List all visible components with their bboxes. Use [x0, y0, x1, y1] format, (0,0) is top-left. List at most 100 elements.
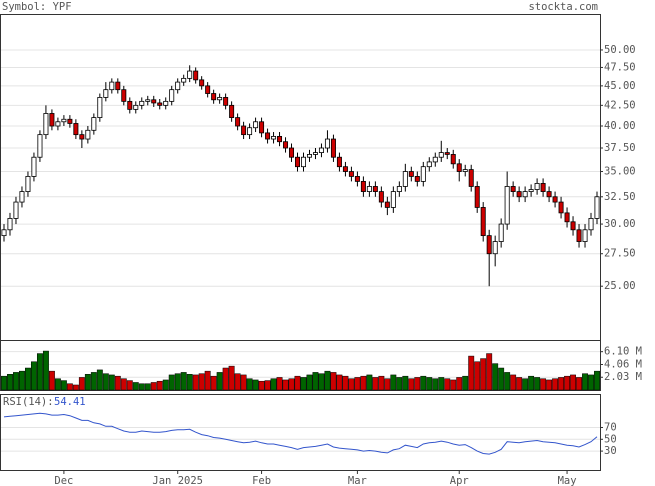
volume-bar: [72, 384, 79, 391]
candle-body: [25, 176, 31, 192]
candle-body: [121, 89, 127, 102]
volume-bar: [444, 378, 451, 391]
candle-body: [13, 201, 19, 219]
candle-body: [444, 152, 450, 155]
source: stockta.com: [528, 1, 598, 13]
candle-body: [187, 70, 193, 79]
volume-bar: [270, 378, 277, 391]
volume-bar: [546, 379, 553, 391]
candle-body: [175, 81, 181, 91]
volume-bar: [438, 377, 445, 391]
volume-bar: [426, 377, 433, 391]
candle-body: [528, 189, 534, 192]
candle-body: [199, 79, 205, 87]
volume-bar: [540, 378, 547, 391]
volume-bar: [486, 353, 493, 391]
volume-bar: [210, 375, 217, 391]
volume-bar: [348, 378, 355, 391]
volume-bar: [318, 373, 325, 391]
candle-body: [163, 100, 169, 106]
candle-body: [384, 201, 390, 208]
volume-bar: [474, 361, 481, 391]
volume-bar: [132, 382, 139, 391]
candle-body: [283, 141, 289, 149]
y-tick-label: 4.06 M: [604, 358, 642, 370]
y-tick-label: 45.00: [604, 80, 636, 92]
candle-body: [462, 169, 468, 172]
candle-body: [37, 134, 43, 158]
candle-body: [438, 152, 444, 158]
volume-bar: [324, 370, 331, 391]
volume-bar: [414, 377, 421, 391]
x-tick-label: Dec: [54, 475, 73, 486]
volume-bar: [360, 375, 367, 391]
chart-title: Symbol: YPF: [2, 1, 72, 13]
volume-bar: [288, 378, 295, 391]
rsi-panel: [0, 394, 601, 471]
x-tick-label: Feb: [252, 475, 271, 486]
volume-bar: [336, 374, 343, 391]
volume-bar: [48, 370, 55, 391]
volume-bar: [25, 367, 31, 391]
candle-body: [169, 89, 175, 102]
candle-body: [402, 171, 408, 187]
candle-body: [91, 117, 97, 131]
volume-bar: [378, 375, 385, 391]
volume-bar: [84, 374, 91, 391]
candle-body: [414, 176, 420, 182]
volume-bar: [198, 373, 205, 391]
candle-body: [157, 102, 163, 106]
candle-body: [295, 156, 301, 168]
volume-bar: [216, 372, 223, 391]
volume-bar: [180, 372, 187, 391]
volume-bar: [228, 365, 235, 391]
candle-body: [540, 183, 546, 192]
volume-bar: [456, 377, 463, 391]
y-tick-label: 37.50: [604, 142, 636, 154]
volume-bar: [372, 377, 379, 391]
volume-bar: [168, 374, 175, 391]
y-tick-label: 30: [604, 445, 617, 457]
volume-bar: [222, 367, 229, 391]
y-tick-label: 25.00: [604, 280, 636, 292]
price-panel: [0, 14, 601, 341]
candle-body: [396, 186, 402, 192]
volume-bar: [42, 350, 49, 391]
volume-bar: [522, 378, 529, 391]
candle-body: [217, 97, 223, 101]
rsi-line: [3, 412, 598, 455]
volume-bar: [246, 378, 253, 391]
candle-body: [97, 97, 103, 118]
y-tick-label: 40.00: [604, 120, 636, 132]
candle-body: [570, 221, 576, 231]
y-tick-label: 70: [604, 421, 617, 433]
x-tick-label: Apr: [450, 475, 469, 486]
candle-body: [193, 70, 199, 81]
x-tick-label: May: [558, 475, 577, 486]
candle-body: [516, 191, 522, 198]
y-tick-label: 30.00: [604, 218, 636, 230]
candle-body: [360, 181, 366, 192]
volume-bar: [240, 374, 247, 391]
y-tick-label: 47.50: [604, 61, 636, 73]
candle-body: [318, 147, 324, 153]
candle-body: [594, 196, 600, 219]
volume-bar: [30, 361, 37, 391]
candle-body: [109, 81, 115, 91]
candle-body: [492, 241, 498, 255]
volume-bar: [396, 377, 403, 391]
volume-bar: [312, 372, 319, 391]
candle-body: [348, 171, 354, 177]
x-tick-label: Mar: [348, 475, 367, 486]
y-tick-label: 6.10 M: [604, 346, 642, 358]
volume-bar: [432, 378, 439, 391]
rsi-label: RSI(14):: [3, 396, 54, 408]
candle-body: [277, 135, 283, 143]
candle-body: [211, 93, 217, 101]
candle-body: [588, 218, 594, 231]
candle-body: [468, 169, 474, 187]
y-tick-label: 35.00: [604, 166, 636, 178]
volume-bar: [492, 363, 499, 391]
candle-body: [265, 132, 271, 140]
candle-body: [253, 121, 259, 129]
